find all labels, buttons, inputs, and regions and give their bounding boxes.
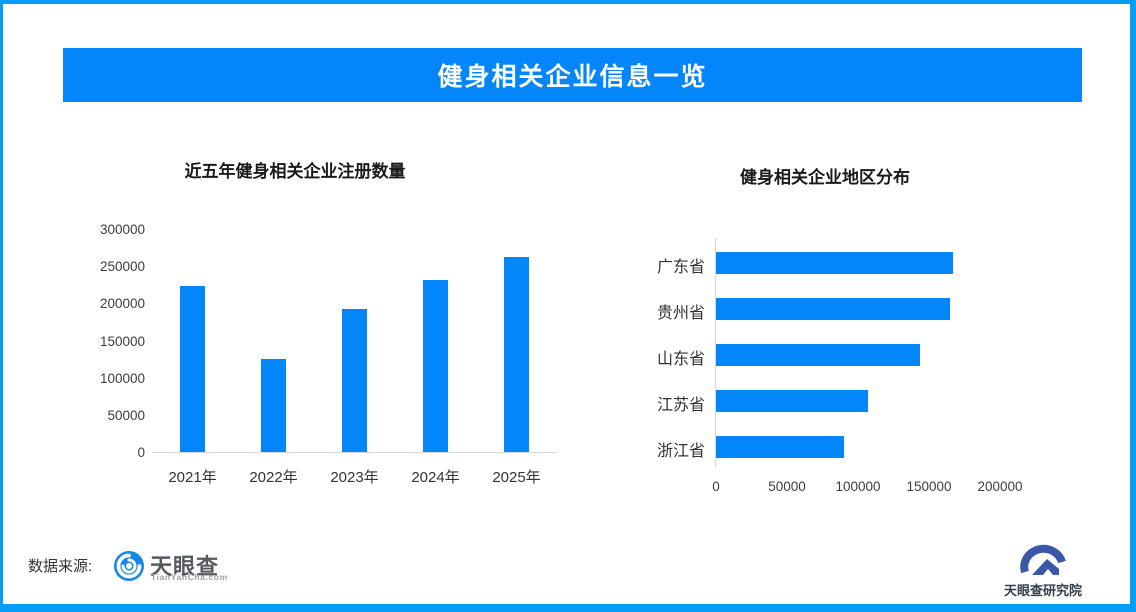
- y-axis-tick-250000: 250000: [99, 259, 145, 275]
- region-chart-axis-line: [715, 238, 716, 467]
- title-banner: 健身相关企业信息一览: [63, 48, 1082, 102]
- x-axis-label-2021年: 2021年: [168, 469, 217, 486]
- x-axis-tick-100000: 100000: [835, 479, 881, 494]
- y-axis-tick-200000: 200000: [99, 296, 145, 312]
- bar-2022年: [261, 359, 286, 452]
- tianyancha-research-logo-text: 天眼查研究院: [1003, 583, 1082, 598]
- region-chart-title: 健身相关企业地区分布: [740, 168, 910, 187]
- tianyancha-eye-logo-icon: [114, 551, 144, 581]
- category-label-贵州省: 贵州省: [656, 305, 705, 322]
- bar-江苏省: [716, 390, 868, 412]
- x-axis-label-2025年: 2025年: [492, 469, 541, 486]
- page-border-right: [1130, 0, 1136, 612]
- y-axis-tick-300000: 300000: [99, 222, 145, 237]
- x-axis-label-2023年: 2023年: [330, 469, 379, 486]
- page-title: 健身相关企业信息一览: [437, 63, 708, 91]
- x-axis-tick-50000: 50000: [768, 479, 806, 494]
- category-label-浙江省: 浙江省: [656, 443, 705, 460]
- tianyancha-domain-text: TianYanCha.com: [151, 572, 228, 582]
- tianyancha-logo-text: 天眼查: [150, 554, 220, 579]
- bar-浙江省: [716, 436, 844, 458]
- y-axis-tick-50000: 50000: [107, 407, 145, 423]
- page-border-left: [0, 0, 3, 612]
- x-axis-tick-0: 0: [712, 479, 720, 494]
- y-axis-tick-150000: 150000: [99, 333, 145, 349]
- tianyancha-research-logo-icon: [1020, 544, 1066, 575]
- page-border-bottom: [0, 604, 1136, 612]
- category-label-江苏省: 江苏省: [656, 397, 705, 414]
- bar-2021年: [180, 286, 205, 452]
- bar-2025年: [504, 257, 529, 452]
- bar-2023年: [342, 309, 367, 452]
- page-border-top: [0, 0, 1136, 4]
- bar-山东省: [716, 344, 920, 366]
- bar-2024年: [423, 280, 448, 452]
- y-axis-tick-100000: 100000: [99, 370, 145, 386]
- bar-广东省: [716, 252, 953, 274]
- y-axis-tick-0: 0: [137, 445, 145, 460]
- registrations-chart-title: 近五年健身相关企业注册数量: [184, 162, 406, 181]
- registrations-chart-plot: [152, 230, 557, 453]
- bar-贵州省: [716, 298, 950, 320]
- category-label-广东省: 广东省: [656, 259, 705, 276]
- x-axis-tick-200000: 200000: [977, 479, 1023, 494]
- x-axis-label-2022年: 2022年: [249, 469, 298, 486]
- x-axis-tick-150000: 150000: [906, 479, 952, 494]
- data-source-label: 数据来源:: [28, 558, 93, 575]
- x-axis-label-2024年: 2024年: [411, 469, 460, 486]
- category-label-山东省: 山东省: [656, 351, 705, 368]
